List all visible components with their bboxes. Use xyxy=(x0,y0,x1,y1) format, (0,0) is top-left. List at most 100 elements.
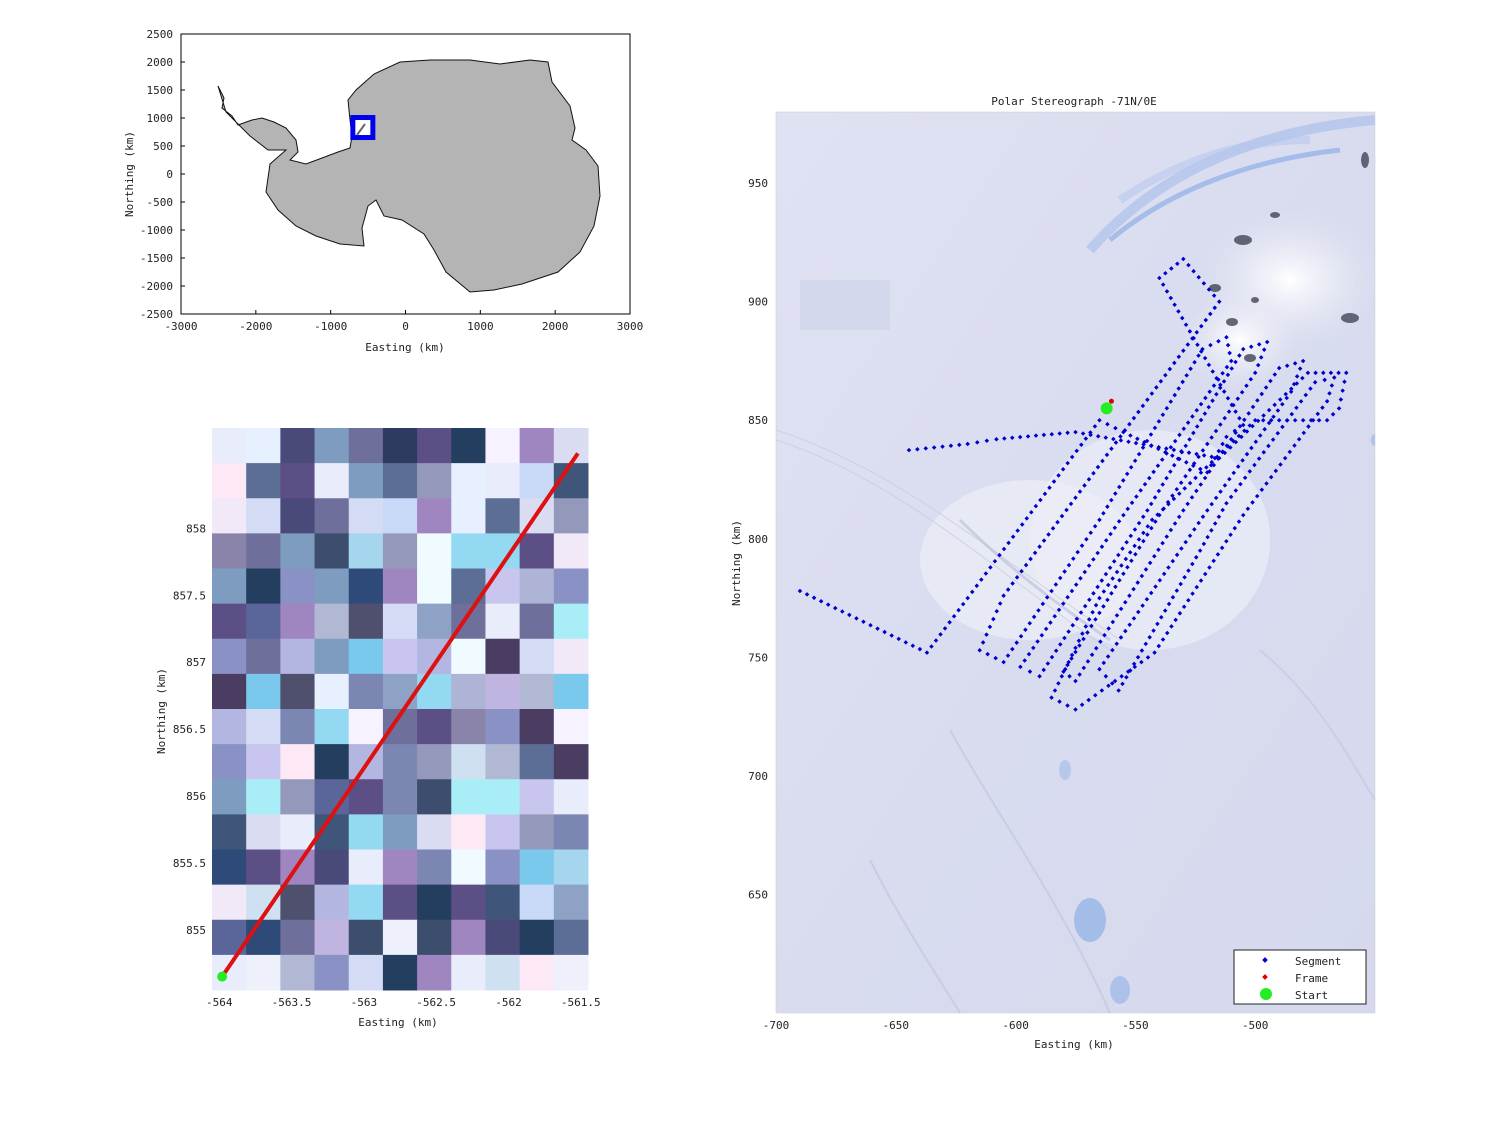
imagery-pixel xyxy=(485,884,521,921)
legend-segment-swatch xyxy=(1262,957,1268,963)
segment-point xyxy=(1128,433,1133,438)
segment-point xyxy=(974,583,980,589)
imagery-pixel xyxy=(348,568,384,605)
segment-point xyxy=(1121,512,1126,518)
segment-point xyxy=(1233,439,1239,445)
main-map: Polar Stereograph -71N/0E xyxy=(730,95,1376,1051)
segment-point xyxy=(1136,451,1142,457)
segment-point xyxy=(1187,533,1193,539)
segment-point xyxy=(1198,466,1203,472)
main-ytick-label: 700 xyxy=(748,770,768,783)
segment-point xyxy=(1062,635,1067,641)
segment-point xyxy=(1216,377,1221,382)
zoom-xtick-label: -563 xyxy=(351,996,378,1009)
segment-point xyxy=(1216,299,1222,304)
segment-point xyxy=(1005,587,1011,592)
segment-point xyxy=(1114,641,1119,647)
segment-point xyxy=(1175,261,1180,267)
imagery-pixel xyxy=(382,463,418,499)
frame-line xyxy=(220,452,580,978)
segment-point xyxy=(1187,329,1193,334)
segment-point xyxy=(1148,432,1154,437)
segment-point xyxy=(1231,402,1236,408)
segment-point xyxy=(1171,496,1177,502)
overview-ytick-label: -2500 xyxy=(140,308,173,321)
zoom-xtick-label: -563.5 xyxy=(272,996,312,1009)
segment-point xyxy=(1086,563,1092,568)
imagery-pixel xyxy=(212,533,247,569)
imagery-pixel xyxy=(553,498,589,534)
segment-point xyxy=(1172,521,1178,526)
segment-point xyxy=(1233,430,1238,436)
segment-point xyxy=(1092,424,1098,429)
segment-point xyxy=(1048,620,1053,625)
segment-point xyxy=(1027,621,1033,626)
imagery-pixel xyxy=(417,533,452,569)
segment-point xyxy=(1120,681,1125,687)
segment-point xyxy=(1300,375,1305,381)
segment-point xyxy=(1237,416,1242,421)
legend-start-label: Start xyxy=(1295,989,1328,1002)
segment-point xyxy=(1168,399,1174,404)
segment-point xyxy=(1099,578,1105,583)
segment-point xyxy=(1166,601,1172,607)
segment-point xyxy=(1078,610,1084,615)
imagery-pixel xyxy=(382,533,418,569)
segment-point xyxy=(1292,361,1298,366)
overview-map: -3000 -2000 -1000 0 1000 2000 3000 2500 2000 1500… xyxy=(123,28,643,354)
segment-point xyxy=(1126,439,1131,444)
segment-point xyxy=(1170,493,1175,498)
segment-point xyxy=(1233,409,1238,414)
segment-point xyxy=(1043,626,1049,632)
segment-point xyxy=(1152,650,1157,655)
zoom-xlabel: Easting (km) xyxy=(358,1016,437,1029)
segment-point xyxy=(1280,424,1285,430)
segment-point xyxy=(1047,485,1052,490)
segment-point xyxy=(1152,554,1157,559)
imagery-pixel xyxy=(348,849,384,886)
segment-point xyxy=(1109,591,1114,596)
segment-point xyxy=(1190,561,1195,567)
segment-point xyxy=(1111,559,1117,564)
segment-point xyxy=(1050,526,1056,531)
imagery-pixel xyxy=(280,744,316,780)
imagery-pixel xyxy=(485,919,521,956)
segment-point xyxy=(1145,532,1150,537)
imagery-pixel xyxy=(348,498,384,534)
segment-point xyxy=(1028,556,1033,562)
segment-point xyxy=(1298,399,1304,404)
segment-point xyxy=(1136,609,1141,615)
imagery-pixel xyxy=(314,884,350,921)
segment-point xyxy=(1145,508,1150,513)
segment-point xyxy=(1288,389,1294,395)
segment-point xyxy=(1141,442,1146,447)
imagery-pixel xyxy=(280,884,316,921)
segment-point xyxy=(1078,576,1083,581)
segment-point xyxy=(1300,417,1306,423)
imagery-pixel xyxy=(519,954,555,991)
imagery-pixel xyxy=(451,849,486,886)
segment-point xyxy=(1160,282,1166,287)
segment-point xyxy=(1198,470,1204,475)
segment-point xyxy=(1033,503,1039,509)
segment-point xyxy=(1113,440,1119,445)
imagery-pixel xyxy=(382,814,418,850)
segment-point xyxy=(1156,419,1162,424)
segment-point xyxy=(1110,647,1115,653)
segment-point xyxy=(1118,606,1124,612)
segment-point xyxy=(1142,481,1148,487)
segment-point xyxy=(1065,430,1070,436)
segment-point xyxy=(1297,366,1303,371)
segment-point xyxy=(1132,664,1138,670)
imagery-pixel xyxy=(451,638,486,675)
segment-point xyxy=(1098,639,1103,644)
segment-point xyxy=(1264,481,1269,486)
imagery-pixel xyxy=(314,744,350,780)
segment-point xyxy=(1104,452,1110,458)
segment-point xyxy=(1010,646,1015,652)
segment-point xyxy=(1187,480,1193,486)
segment-point xyxy=(1103,435,1109,440)
segment-point xyxy=(1009,435,1015,441)
segment-point xyxy=(1327,391,1332,396)
segment-point xyxy=(1056,473,1061,478)
